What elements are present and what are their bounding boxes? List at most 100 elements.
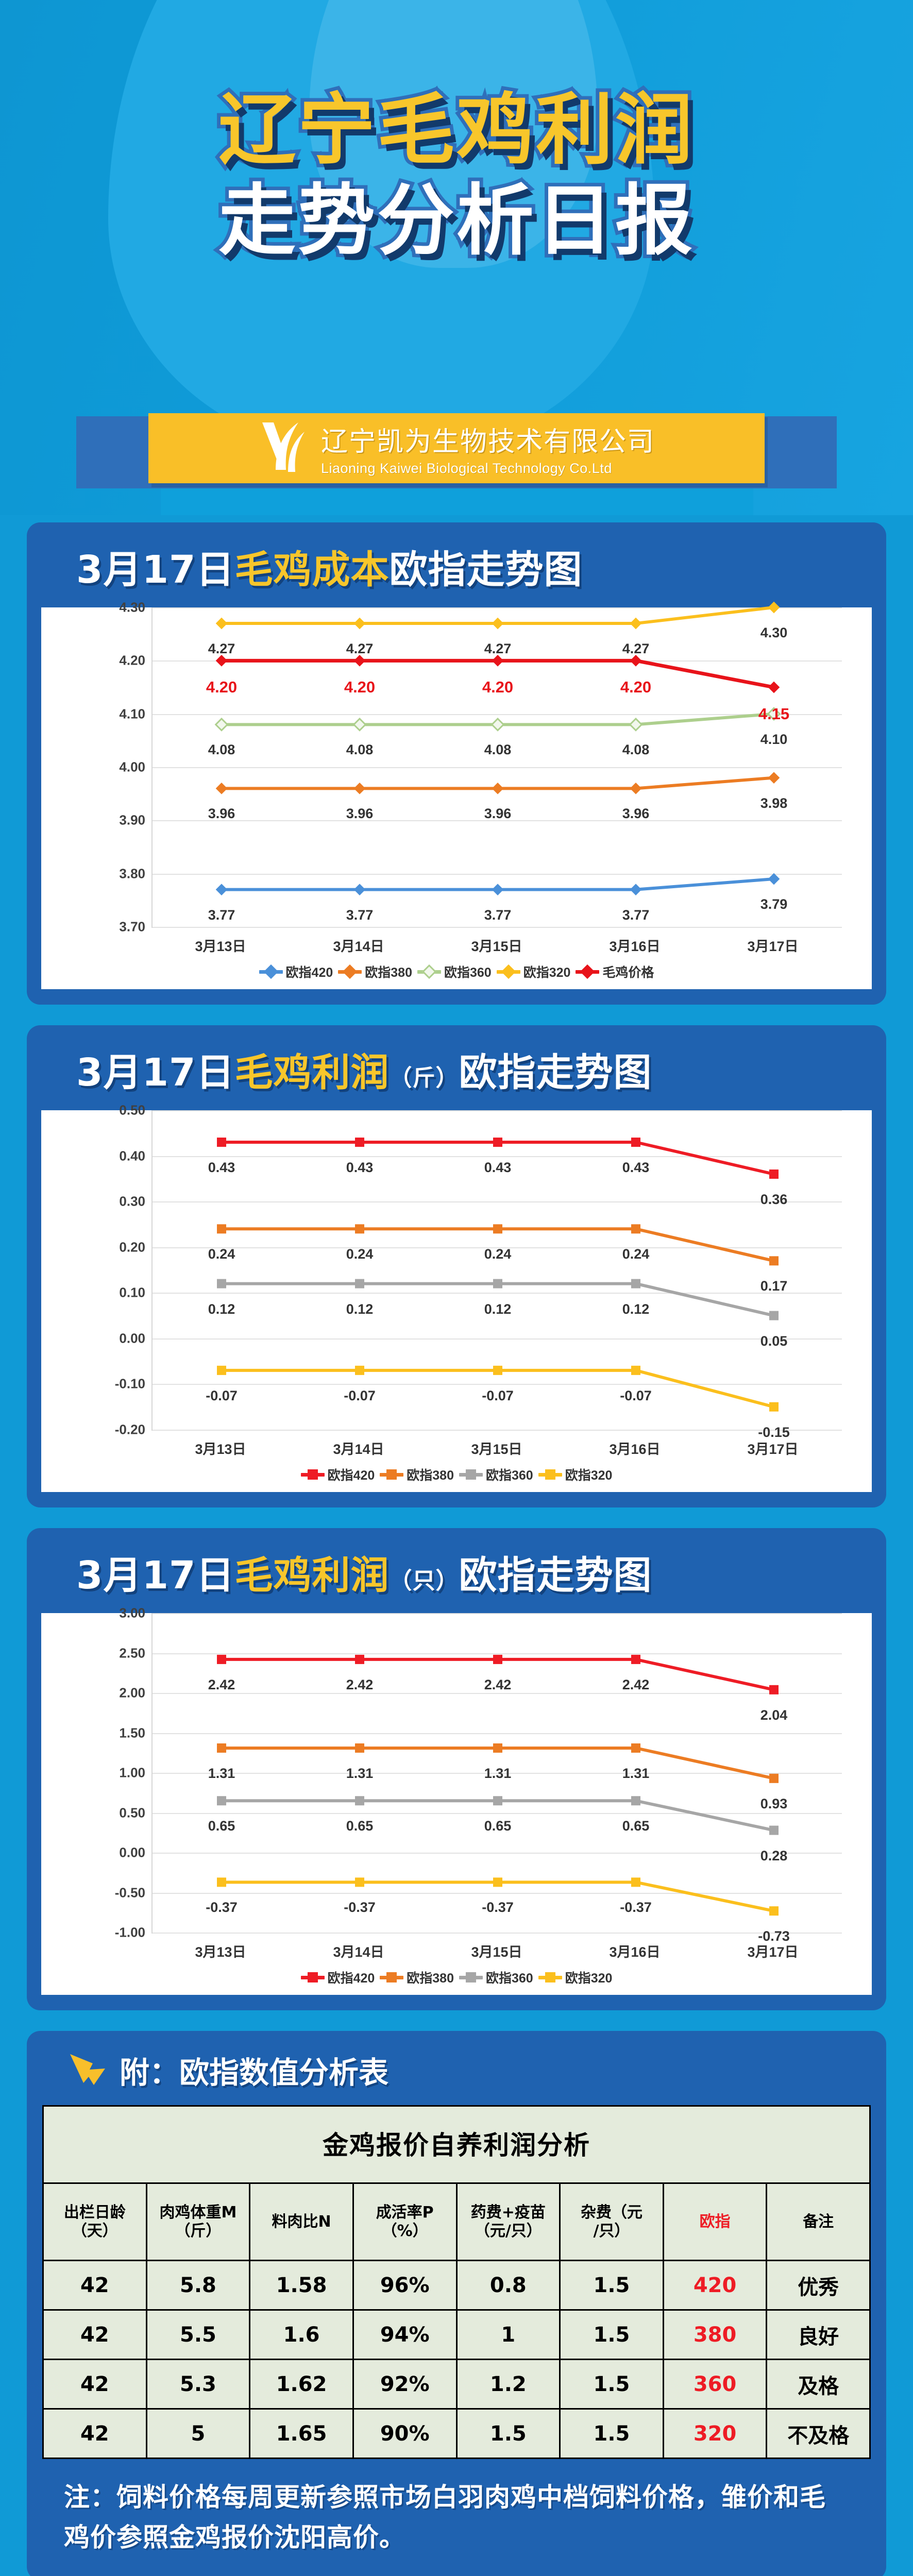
x-axis-tick: 3月13日 [195, 939, 246, 954]
legend-marker [466, 1972, 476, 1982]
table-row: 42 5.8 1.58 96% 0.8 1.5 420 优秀 [42, 2260, 871, 2311]
chart-1-legend: 欧指420 欧指380 欧指360 欧指320 毛鸡价格 [41, 955, 872, 989]
data-point-marker [217, 1743, 226, 1753]
data-label: 0.05 [760, 1333, 788, 1349]
legend-item-欧指420[interactable]: 欧指420 [300, 1465, 375, 1484]
legend-item-欧指380[interactable]: 欧指380 [380, 1465, 454, 1484]
gridline [153, 1733, 842, 1734]
data-label: 4.08 [622, 742, 650, 758]
y-axis-tick: -1.00 [114, 1924, 145, 1940]
x-axis-tick: 3月17日 [747, 1944, 799, 1960]
data-label: 2.42 [346, 1676, 374, 1692]
data-label: 0.65 [622, 1818, 650, 1834]
table-cell-r0-c7: 优秀 [766, 2260, 871, 2311]
data-point-marker [217, 1654, 226, 1664]
y-axis-tick: 4.20 [119, 652, 145, 668]
x-axis-tick: 3月13日 [195, 1442, 246, 1457]
data-label: 3.79 [760, 896, 788, 912]
legend-item-欧指360[interactable]: 欧指360 [459, 1465, 533, 1484]
legend-label: 欧指360 [444, 965, 492, 980]
legend-line-swatch [576, 964, 600, 979]
title-line-1: 辽宁毛鸡利润 [215, 86, 696, 175]
legend-item-欧指420[interactable]: 欧指420 [300, 1968, 375, 1987]
y-axis-tick: 3.00 [119, 1605, 145, 1621]
legend-item-欧指320[interactable]: 欧指320 [538, 1968, 612, 1987]
data-point-marker [493, 1743, 502, 1753]
data-point-marker [215, 617, 228, 630]
table-header-cell-6: 欧指 [662, 2182, 768, 2261]
legend-item-欧指380[interactable]: 欧指380 [338, 962, 412, 981]
section-chart-1: 3月17日毛鸡成本欧指走势图 3.70 3.80 3.90 4.00 4.10 4.20 4… [27, 522, 886, 1005]
data-point-marker [352, 717, 367, 732]
chart-series-svg [217, 1654, 779, 1916]
data-label: 0.12 [346, 1301, 374, 1317]
gridline [153, 1293, 842, 1294]
data-label: 0.17 [760, 1278, 788, 1294]
data-point-marker [217, 1224, 226, 1234]
data-label: 4.30 [760, 625, 788, 640]
data-point-marker [492, 617, 504, 630]
y-axis-tick: 0.40 [119, 1148, 145, 1164]
table-cell-r3-c1: 5 [145, 2408, 251, 2459]
data-label: 3.98 [760, 795, 788, 811]
data-point-marker [493, 1365, 502, 1375]
legend-item-毛鸡价格[interactable]: 毛鸡价格 [576, 962, 654, 981]
legend-line-swatch [338, 964, 362, 979]
legend-line-swatch [417, 964, 441, 979]
table-cell-r3-c2: 1.65 [249, 2408, 354, 2459]
legend-item-欧指360[interactable]: 欧指360 [417, 962, 492, 981]
chart-1-title-pre: 3月17日 [76, 548, 235, 592]
legend-item-欧指420[interactable]: 欧指420 [259, 962, 333, 981]
data-point-marker [355, 1654, 364, 1664]
x-axis-tick: 3月17日 [747, 939, 799, 954]
chart-3-title-pre: 3月17日 [76, 1553, 235, 1598]
legend-item-欧指380[interactable]: 欧指380 [380, 1968, 454, 1987]
data-label: 3.96 [484, 806, 512, 822]
legend-label: 欧指320 [523, 965, 571, 980]
attachment-header: 附：欧指数值分析表 [27, 2031, 886, 2105]
data-label: 0.93 [760, 1795, 788, 1811]
data-label: -0.07 [482, 1387, 514, 1403]
x-axis-tick: 3月14日 [333, 1944, 384, 1960]
data-label: 0.24 [484, 1246, 512, 1262]
legend-item-欧指360[interactable]: 欧指360 [459, 1968, 533, 1987]
chart-1-card: 3.70 3.80 3.90 4.00 4.10 4.20 4.30 3.77 3.77 3.77… [41, 600, 872, 989]
chart-2-title-pre: 3月17日 [76, 1050, 235, 1095]
legend-item-欧指320[interactable]: 欧指320 [538, 1465, 612, 1484]
data-label: 4.08 [208, 742, 235, 758]
legend-line-swatch [538, 1469, 562, 1480]
chart-3-title: 3月17日毛鸡利润（只）欧指走势图 [27, 1528, 886, 1613]
y-axis-tick: -0.20 [114, 1421, 145, 1437]
data-point-marker [769, 1311, 779, 1320]
data-point-marker [493, 1224, 502, 1234]
y-axis-tick: 1.50 [119, 1725, 145, 1740]
gridline [153, 714, 842, 715]
plot-inner: -1.00 -0.50 0.00 0.50 1.00 1.50 2.00 2.50 3.00 2.… [115, 1605, 872, 1944]
table-cell-r1-c4: 1 [455, 2309, 561, 2360]
y-axis-tick: 3.80 [119, 866, 145, 882]
legend-label: 欧指380 [407, 1971, 454, 1986]
analysis-table-wrap: 金鸡报价自养利润分析 出栏日龄 （天） 肉鸡体重M （斤） 料肉比N 成活率P （%） 药费+… [42, 2105, 871, 2459]
legend-marker [466, 1469, 476, 1480]
data-point-marker [767, 707, 781, 721]
data-label: -0.37 [206, 1900, 238, 1916]
data-label: 4.20 [482, 678, 514, 697]
legend-item-欧指320[interactable]: 欧指320 [496, 962, 571, 981]
legend-marker [386, 1469, 397, 1480]
legend-marker [580, 964, 595, 979]
gridline [153, 1892, 842, 1894]
data-point-marker [631, 1796, 640, 1806]
data-label: -0.37 [482, 1900, 514, 1916]
data-point-marker [355, 1743, 364, 1753]
table-caption: 金鸡报价自养利润分析 [42, 2105, 871, 2184]
data-point-marker [493, 1138, 502, 1147]
arrow-down-right-icon [70, 2054, 105, 2085]
table-cell-r1-c2: 1.6 [249, 2309, 354, 2360]
legend-marker [307, 1972, 318, 1982]
legend-line-swatch [380, 1469, 404, 1480]
x-axis-labels: 3月13日 3月14日 3月15日 3月16日 3月17日 [151, 928, 842, 955]
section-chart-2: 3月17日毛鸡利润（斤）欧指走势图 -0.20 -0.10 0.00 0.10 0.20… [27, 1025, 886, 1507]
gridline [153, 927, 842, 928]
data-point-marker [629, 717, 643, 732]
x-axis-tick: 3月13日 [195, 1944, 246, 1960]
